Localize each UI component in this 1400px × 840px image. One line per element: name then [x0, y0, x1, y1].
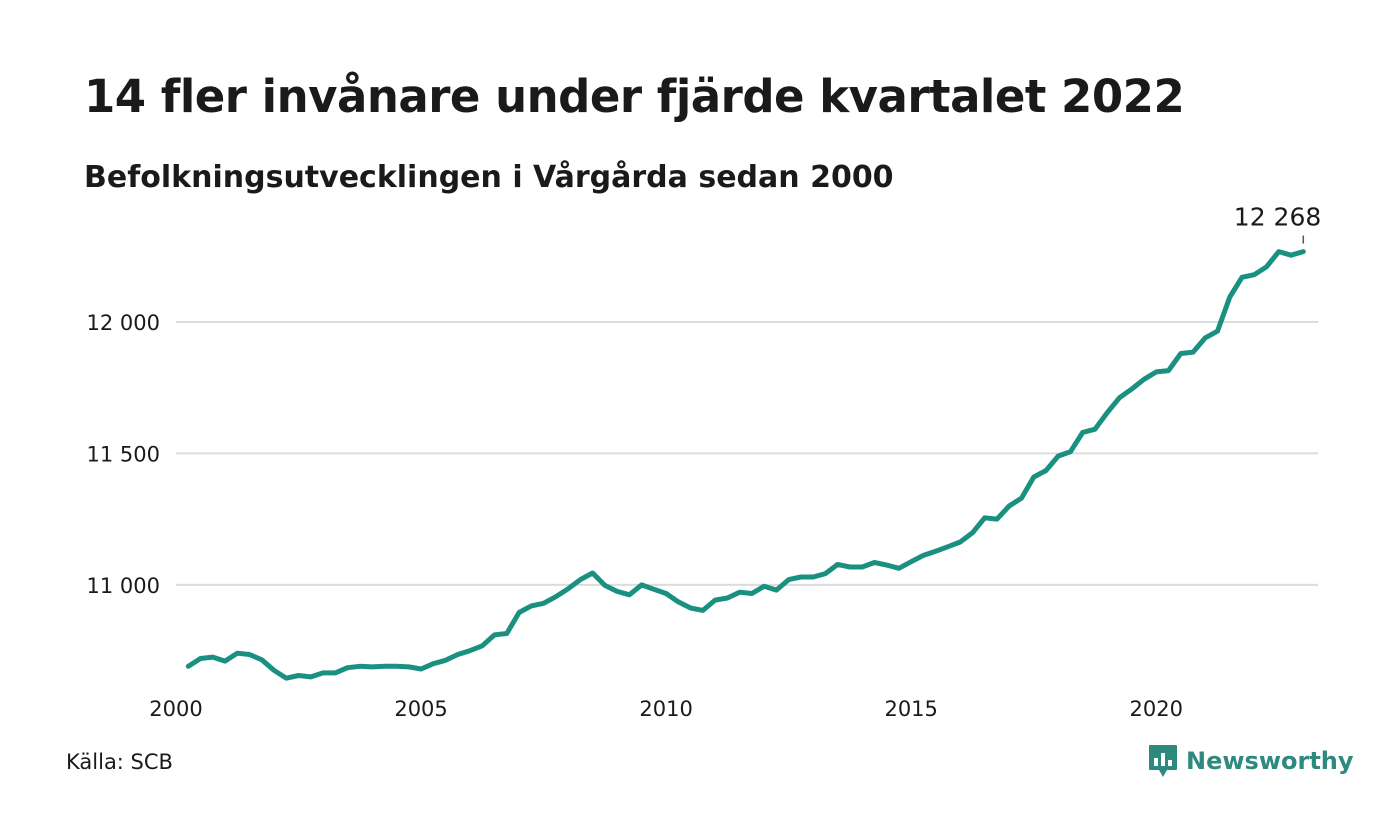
brand-logo: Newsworthy	[1148, 744, 1354, 778]
y-tick-label: 11 500	[87, 442, 160, 466]
x-tick-label: 2015	[884, 697, 937, 721]
y-axis: 11 000 11 500 12 000	[87, 311, 160, 598]
chart-title: 14 fler invånare under fjärde kvartalet …	[84, 70, 1185, 123]
end-value-label: 12 268	[1234, 203, 1321, 232]
newsworthy-logo-icon	[1149, 745, 1177, 777]
x-axis: 2000 2005 2010 2015 2020	[149, 697, 1183, 721]
x-tick-label: 2000	[149, 697, 202, 721]
y-tick-label: 12 000	[87, 311, 160, 335]
x-tick-label: 2010	[639, 697, 692, 721]
x-tick-label: 2005	[394, 697, 447, 721]
source-note: Källa: SCB	[66, 750, 173, 774]
end-annotation: 12 268	[1234, 203, 1321, 244]
brand-name: Newsworthy	[1186, 747, 1354, 775]
series-group	[185, 249, 1306, 681]
chart-subtitle: Befolkningsutvecklingen i Vårgårda sedan…	[84, 160, 894, 195]
y-tick-label: 11 000	[87, 574, 160, 598]
series-line	[185, 249, 1306, 681]
x-tick-label: 2020	[1130, 697, 1183, 721]
gridlines	[176, 321, 1318, 586]
